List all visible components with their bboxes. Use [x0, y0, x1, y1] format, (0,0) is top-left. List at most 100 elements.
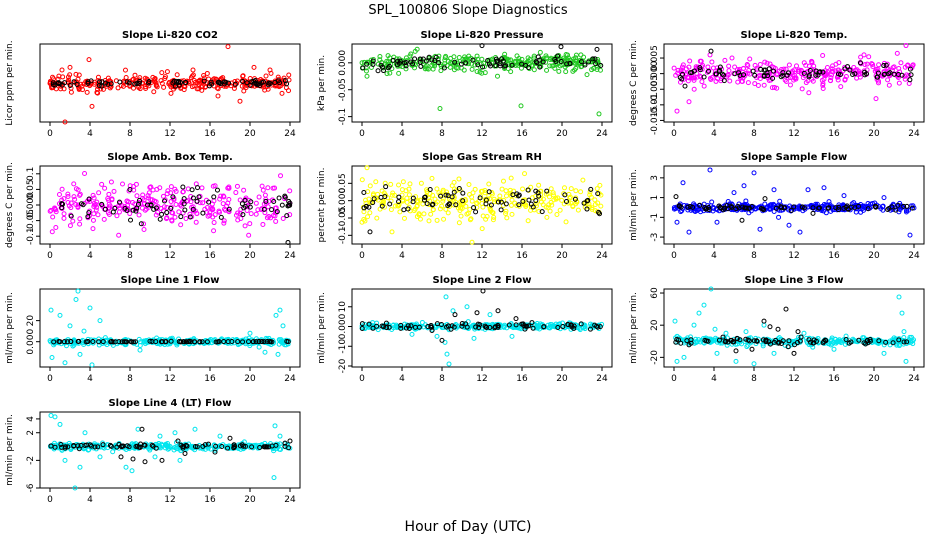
data-point — [401, 215, 407, 221]
data-point-outlier — [67, 64, 73, 70]
data-point — [552, 65, 558, 71]
data-point — [460, 190, 466, 196]
data-point — [440, 196, 446, 202]
data-point — [881, 71, 887, 77]
data-point — [361, 209, 367, 215]
data-point — [127, 211, 133, 217]
data-point-outlier — [881, 350, 887, 356]
data-point-outlier — [712, 326, 718, 332]
data-point — [405, 323, 411, 329]
data-point — [147, 184, 153, 190]
data-point — [48, 207, 54, 213]
data-point — [826, 341, 832, 347]
data-point-outlier — [518, 103, 524, 109]
data-point — [261, 79, 267, 85]
data-point — [172, 214, 178, 220]
data-point — [156, 441, 162, 447]
data-point — [61, 211, 67, 217]
data-point — [159, 211, 165, 217]
data-point — [392, 192, 398, 198]
data-point-outlier — [237, 98, 243, 104]
data-point — [247, 204, 253, 210]
data-point — [164, 69, 170, 75]
data-point — [441, 65, 447, 71]
data-point — [692, 208, 698, 214]
data-point — [213, 443, 219, 449]
data-point — [119, 444, 125, 450]
data-point — [396, 202, 402, 208]
data-point — [370, 325, 376, 331]
data-point — [886, 82, 892, 88]
data-point — [794, 340, 800, 346]
data-point — [739, 78, 745, 84]
panel-title: Slope Line 3 Flow — [745, 275, 844, 286]
data-point — [456, 220, 462, 226]
data-point — [547, 63, 553, 69]
data-point — [204, 70, 210, 76]
x-tick-label: 20 — [244, 495, 256, 505]
data-point — [470, 57, 476, 63]
data-point-outlier — [190, 67, 196, 73]
data-point-outlier — [157, 433, 163, 439]
data-point — [763, 337, 769, 343]
data-point — [101, 216, 107, 222]
data-point — [256, 344, 262, 350]
data-point — [432, 196, 438, 202]
data-point — [240, 212, 246, 218]
data-point — [479, 226, 485, 232]
data-point — [262, 210, 268, 216]
data-point — [440, 198, 446, 204]
data-point — [858, 54, 864, 60]
data-point — [85, 447, 91, 453]
data-point — [767, 61, 773, 67]
data-point — [165, 443, 171, 449]
data-point — [769, 85, 775, 91]
data-point — [235, 217, 241, 223]
data-point-outlier — [686, 229, 692, 235]
x-tick-label: 4 — [711, 374, 717, 384]
data-point — [595, 191, 601, 197]
data-point-outlier — [691, 322, 697, 328]
data-point — [114, 213, 120, 219]
data-point — [146, 79, 152, 85]
y-tick-label: 3 — [650, 175, 660, 181]
x-tick-label: 0 — [671, 129, 677, 139]
data-point — [68, 339, 74, 345]
data-point — [550, 192, 556, 198]
panel-title: Slope Line 2 Flow — [433, 275, 532, 286]
data-point — [745, 80, 751, 86]
data-point-outlier — [130, 456, 136, 462]
background-series — [359, 165, 604, 245]
data-point — [181, 201, 187, 207]
data-point — [865, 340, 871, 346]
data-point — [158, 78, 164, 84]
data-point — [410, 195, 416, 201]
data-point — [523, 203, 529, 209]
panel-title: Slope Amb. Box Temp. — [107, 152, 233, 163]
data-point — [564, 61, 570, 67]
data-point — [108, 84, 114, 90]
data-point — [135, 201, 141, 207]
data-point — [875, 74, 881, 80]
data-point — [817, 205, 823, 211]
data-point — [864, 61, 870, 67]
data-point — [362, 325, 368, 331]
data-point-outlier — [708, 286, 714, 292]
data-point — [252, 78, 258, 84]
data-point — [275, 443, 281, 449]
data-point — [593, 61, 599, 67]
data-point — [573, 52, 579, 58]
data-point — [195, 185, 201, 191]
y-tick-label: -3 — [650, 233, 660, 242]
data-point — [430, 207, 436, 213]
data-point — [183, 79, 189, 85]
x-tick-label: 16 — [828, 129, 840, 139]
data-point-outlier — [513, 316, 519, 322]
data-point — [546, 202, 552, 208]
data-point — [141, 197, 147, 203]
data-point — [837, 338, 843, 344]
data-point — [58, 442, 64, 448]
data-point — [595, 324, 601, 330]
data-point — [141, 221, 147, 227]
data-point — [367, 210, 373, 216]
